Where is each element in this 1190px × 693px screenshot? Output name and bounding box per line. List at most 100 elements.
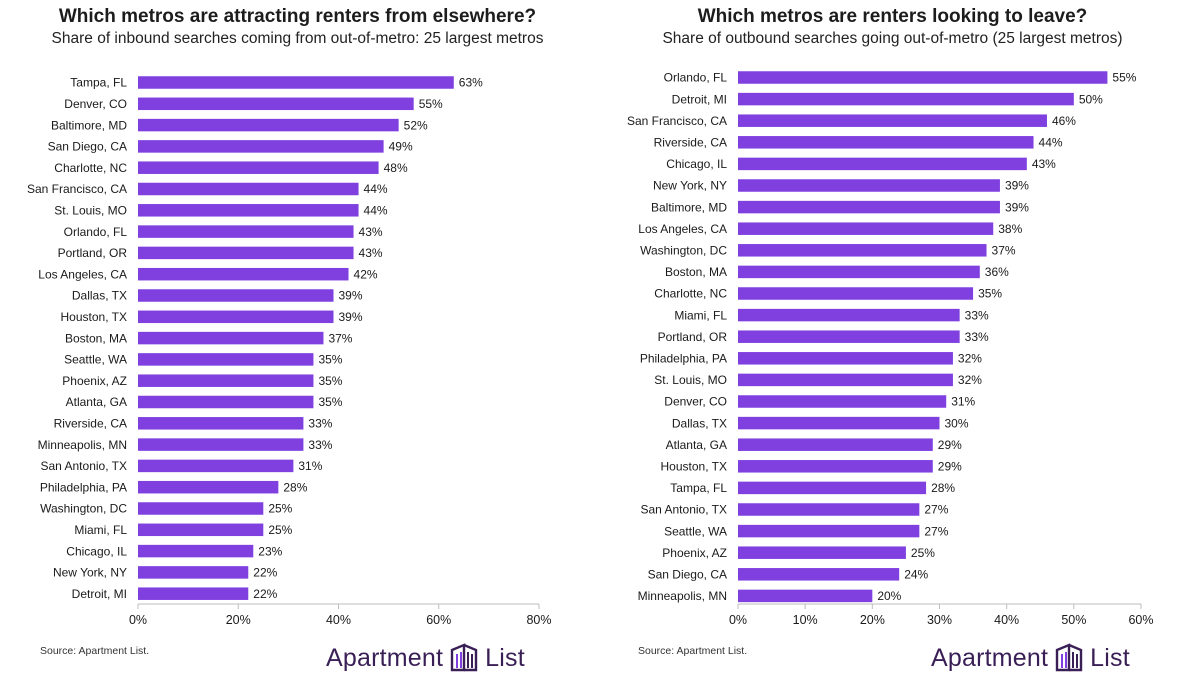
x-tick-label: 0%: [129, 613, 147, 627]
category-label: Washington, DC: [40, 502, 127, 516]
category-label: Houston, TX: [661, 460, 727, 474]
data-label: 33%: [965, 308, 989, 322]
data-label: 35%: [318, 353, 342, 367]
data-label: 35%: [318, 395, 342, 409]
bar: [738, 265, 980, 279]
data-label: 31%: [951, 395, 975, 409]
data-label: 37%: [328, 331, 352, 345]
data-label: 52%: [404, 118, 428, 132]
category-label: Baltimore, MD: [51, 118, 127, 132]
bar: [738, 373, 953, 387]
bar: [738, 287, 974, 300]
data-label: 39%: [338, 310, 362, 324]
chart-title: Which metros are attracting renters from…: [58, 6, 537, 27]
category-label: San Antonio, TX: [40, 459, 127, 473]
category-label: San Francisco, CA: [27, 182, 127, 196]
building-logo-icon: [1055, 643, 1083, 672]
bar: [738, 524, 920, 538]
x-tick-label: 60%: [426, 613, 451, 627]
data-label: 31%: [298, 459, 322, 473]
bar: [738, 244, 987, 257]
data-label: 49%: [389, 140, 413, 154]
bar: [738, 92, 1074, 106]
x-tick-label: 80%: [526, 613, 551, 627]
category-label: Phoenix, AZ: [62, 374, 127, 388]
chart-subtitle: Share of inbound searches coming from ou…: [51, 30, 544, 47]
data-label: 25%: [268, 523, 292, 537]
data-label: 46%: [1052, 114, 1076, 128]
bar: [738, 157, 1027, 171]
logo-word-list: List: [1090, 643, 1130, 672]
data-label: 36%: [985, 265, 1009, 279]
chart-panel-inbound: 0% 20% 40% 60% 80% Tampa, FL 63% Denver, CO 55% B…: [27, 6, 552, 672]
category-label: Charlotte, NC: [654, 287, 727, 301]
logo-word-apartment: Apartment: [326, 643, 444, 672]
inbound-bar-chart: 0% 20% 40% 60% 80% Tampa, FL 63% Denver, CO 55% B…: [27, 76, 552, 627]
bar: [738, 308, 960, 322]
apartment-list-logo: Apartment List: [931, 641, 1130, 675]
data-label: 39%: [338, 289, 362, 303]
x-tick-label: 0%: [729, 613, 747, 627]
data-label: 33%: [965, 330, 989, 344]
bar: [738, 71, 1108, 84]
bar: [138, 225, 354, 238]
category-label: Philadelphia, PA: [640, 352, 727, 366]
category-label: Chicago, IL: [666, 157, 727, 171]
category-label: Portland, OR: [58, 246, 128, 260]
data-label: 35%: [978, 287, 1002, 301]
bar: [138, 566, 249, 579]
category-label: Washington, DC: [640, 244, 727, 258]
data-label: 28%: [931, 481, 955, 495]
category-label: Chicago, IL: [66, 544, 127, 558]
bar: [738, 222, 994, 235]
category-label: Los Angeles, CA: [38, 267, 127, 281]
data-label: 25%: [268, 502, 292, 516]
bar: [138, 395, 314, 409]
category-label: Houston, TX: [61, 310, 127, 324]
category-label: Tampa, FL: [670, 481, 727, 495]
category-label: Dallas, TX: [72, 289, 127, 303]
category-label: San Diego, CA: [48, 140, 127, 154]
category-label: St. Louis, MO: [54, 204, 127, 218]
data-label: 33%: [308, 417, 332, 431]
category-label: Atlanta, GA: [66, 395, 127, 409]
x-tick-label: 50%: [1061, 613, 1086, 627]
data-label: 44%: [364, 204, 388, 218]
bar: [138, 459, 294, 473]
x-tick-label: 20%: [860, 613, 885, 627]
bar: [138, 118, 399, 132]
category-label: Los Angeles, CA: [638, 222, 727, 236]
chart-subtitle: Share of outbound searches going out-of-…: [662, 30, 1123, 47]
category-label: Seattle, WA: [664, 524, 727, 538]
category-label: Dallas, TX: [672, 416, 727, 430]
bar: [138, 246, 354, 260]
bar: [138, 267, 349, 281]
category-label: Orlando, FL: [64, 225, 128, 239]
bar: [738, 179, 1000, 192]
category-label: San Antonio, TX: [640, 503, 727, 517]
data-label: 55%: [419, 97, 443, 111]
data-label: 43%: [359, 246, 383, 260]
bar: [138, 140, 384, 153]
bar: [738, 438, 933, 451]
bar: [738, 330, 960, 343]
data-label: 37%: [992, 244, 1016, 258]
bar: [138, 353, 314, 366]
data-label: 39%: [1005, 200, 1029, 214]
bar: [738, 503, 920, 516]
data-label: 42%: [354, 267, 378, 281]
category-label: St. Louis, MO: [654, 373, 727, 387]
bar: [138, 161, 379, 174]
data-label: 63%: [459, 76, 483, 90]
data-label: 29%: [938, 460, 962, 474]
bar: [138, 438, 304, 451]
data-label: 20%: [877, 589, 901, 603]
logo-word-apartment: Apartment: [931, 643, 1049, 672]
category-label: Seattle, WA: [64, 353, 127, 367]
bar: [138, 331, 324, 345]
x-tick-label: 30%: [927, 613, 952, 627]
bar: [738, 136, 1034, 149]
bar: [738, 546, 906, 559]
category-label: Baltimore, MD: [651, 200, 727, 214]
bar: [738, 416, 940, 430]
